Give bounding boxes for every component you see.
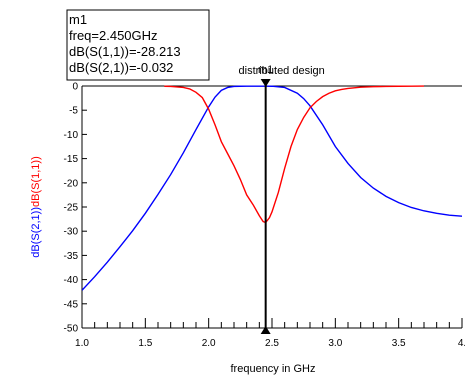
marker-top-arrow xyxy=(260,79,271,87)
y-tick-label: -5 xyxy=(69,106,78,117)
x-tick-label: 2.0 xyxy=(202,338,216,349)
series-line xyxy=(164,85,425,224)
axes xyxy=(81,85,462,329)
x-tick-label: 3.5 xyxy=(392,338,406,349)
y-tick-label: -30 xyxy=(64,227,79,238)
series-lines xyxy=(82,85,462,291)
y-tick-label: -20 xyxy=(64,178,79,189)
x-axis-label: frequency in GHz xyxy=(231,363,316,375)
ticks: 0 -5 -10 -15 -20 -25 -30 -35 -40 -45 -50 1.0 1.5 2.0 2… xyxy=(64,82,465,350)
marker-bottom-arrow xyxy=(260,326,271,334)
marker-readout-line: m1 xyxy=(69,12,87,27)
marker-readout-line: dB(S(2,1))=-0.032 xyxy=(69,60,173,75)
y-tick-label: -45 xyxy=(64,299,79,310)
y-axis-label: dB(S(2,1))dB(S(1,1)) xyxy=(30,156,42,258)
design-annotation: distributed design xyxy=(239,65,325,77)
x-tick-label: 1.5 xyxy=(138,338,152,349)
x-tick-label: 3.0 xyxy=(328,338,342,349)
y-tick-label: -10 xyxy=(64,130,79,141)
marker-tag: m1 xyxy=(258,64,273,76)
x-tick-label: 1.0 xyxy=(75,338,89,349)
y-tick-label: -50 xyxy=(64,324,79,335)
y-tick-label: -15 xyxy=(64,154,79,165)
y-tick-label: -40 xyxy=(64,275,79,286)
marker-readout-line: dB(S(1,1))=-28.213 xyxy=(69,44,181,59)
y-axis-label-part: dB(S(2,1)) xyxy=(30,207,42,258)
y-tick-label: -35 xyxy=(64,251,79,262)
x-tick-label: 2.5 xyxy=(265,338,279,349)
y-axis-label-part: dB(S(1,1)) xyxy=(30,156,42,207)
x-tick-label: 4. xyxy=(458,338,465,349)
y-tick-label: -25 xyxy=(64,203,79,214)
y-tick-label: 0 xyxy=(72,82,78,93)
marker-readout-line: freq=2.450GHz xyxy=(69,28,158,43)
marker-readout-box xyxy=(66,9,210,81)
series-line xyxy=(82,85,462,291)
